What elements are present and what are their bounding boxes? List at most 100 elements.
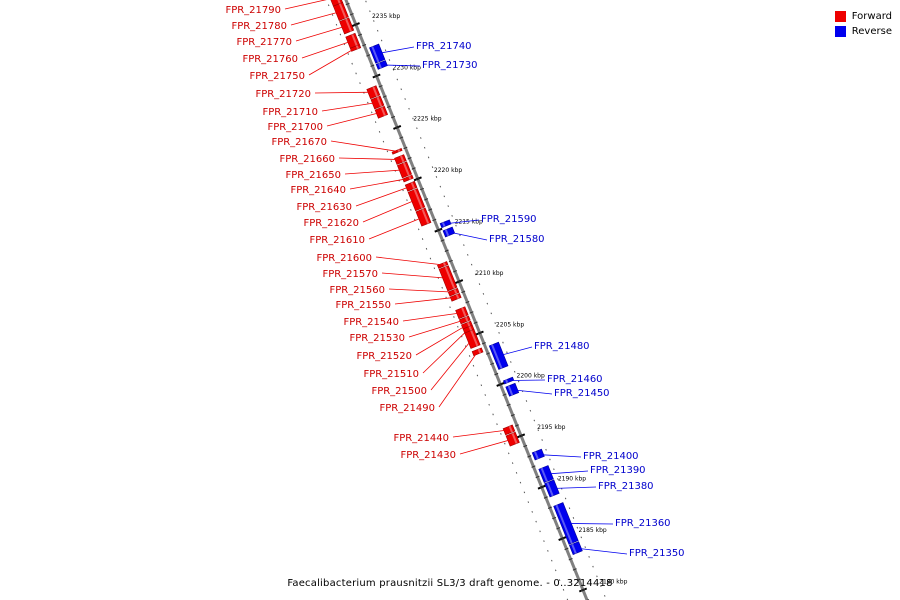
minor-tick (465, 300, 470, 304)
forward-gene-shine (345, 18, 352, 32)
forward-gene-label: FPR_21620 (303, 218, 359, 229)
tick-label: 2225 kbp (413, 116, 441, 123)
forward-gene-shine (511, 432, 518, 444)
minor-tick (452, 270, 458, 273)
forward-gene-shine (410, 182, 416, 189)
tick-label: 2180 kbp (599, 578, 627, 585)
forward-gene-shine (468, 325, 473, 331)
forward-gene-label: FPR_21540 (343, 317, 399, 328)
forward-gene-label: FPR_21530 (349, 333, 405, 344)
forward-gene-leader (338, 157, 401, 160)
forward-gene-label: FPR_21770 (236, 37, 292, 48)
reverse-gene-leader (546, 470, 589, 475)
forward-gene-shine (466, 321, 471, 327)
forward-gene-label: FPR_21710 (262, 107, 318, 118)
minor-tick (469, 311, 474, 314)
forward-gene-leader (375, 256, 443, 266)
forward-gene-leader (344, 169, 405, 175)
forward-gene-shine (338, 3, 347, 19)
reverse-gene-label: FPR_21450 (554, 388, 610, 399)
reverse-gene-label: FPR_21400 (583, 451, 639, 462)
reverse-gene-label: FPR_21360 (615, 518, 671, 529)
forward-gene-leader (415, 324, 468, 356)
legend-label-forward: Forward (851, 11, 892, 22)
reverse-gene-leader (512, 389, 553, 395)
forward-gene-label: FPR_21700 (267, 122, 323, 133)
forward-gene-leader (295, 25, 347, 42)
forward-gene-leader (459, 438, 513, 455)
minor-tick (490, 362, 495, 366)
forward-gene-label: FPR_21440 (393, 433, 449, 444)
minor-tick (407, 157, 412, 160)
minor-tick (374, 74, 379, 78)
forward-gene-label: FPR_21650 (285, 170, 341, 181)
reverse-gene-leader (508, 379, 546, 381)
forward-gene-shine (408, 175, 412, 180)
forward-gene-label: FPR_21570 (322, 269, 378, 280)
forward-gene-shine (470, 330, 479, 347)
legend-item-forward: Forward (834, 9, 892, 24)
tick-label: 2205 kbp (496, 321, 524, 328)
reverse-gene-label: FPR_21580 (489, 234, 545, 245)
reverse-gene-shine (555, 504, 573, 544)
reverse-gene-shine (507, 385, 514, 396)
forward-gene-shine (455, 294, 460, 299)
forward-gene-label: FPR_21600 (316, 253, 372, 264)
forward-gene-shine (477, 348, 482, 354)
forward-gene-leader (284, 0, 327, 10)
forward-gene-leader (402, 312, 462, 322)
reverse-gene-label: FPR_21390 (590, 465, 646, 476)
forward-gene-label: FPR_21520 (356, 351, 412, 362)
minor-tick (519, 434, 524, 438)
forward-gene-leader (408, 319, 465, 338)
forward-gene-shine (380, 107, 386, 116)
forward-gene-label: FPR_21780 (231, 21, 287, 32)
legend-label-reverse: Reverse (851, 26, 892, 37)
reverse-gene-leader (565, 523, 614, 525)
forward-gene-label: FPR_21630 (296, 202, 352, 213)
forward-gene-label: FPR_21670 (271, 137, 327, 148)
forward-gene-leader (452, 429, 510, 438)
minor-tick (386, 105, 391, 109)
reverse-gene-label: FPR_21460 (547, 374, 603, 385)
minor-tick (498, 383, 503, 386)
minor-tick (564, 547, 569, 551)
forward-gene-shine (376, 96, 383, 107)
forward-gene-label: FPR_21760 (242, 54, 298, 65)
reverse-swatch (834, 26, 846, 37)
forward-gene-leader (438, 351, 478, 408)
reverse-gene-label: FPR_21590 (481, 214, 537, 225)
reverse-gene-shine (546, 482, 554, 497)
minor-tick (510, 414, 515, 417)
minor-tick (419, 187, 424, 191)
minor-tick (568, 557, 573, 561)
reverse-gene-leader (381, 64, 421, 67)
minor-tick (440, 239, 445, 242)
minor-tick (403, 146, 408, 150)
forward-swatch (834, 11, 846, 22)
genome-title: Faecalibacterium prausnitzii SL3/3 draft… (287, 578, 613, 589)
forward-gene-label: FPR_21560 (329, 285, 385, 296)
reverse-gene-leader (377, 46, 415, 55)
minor-tick (543, 496, 548, 499)
minor-tick (448, 259, 453, 263)
minor-tick (345, 2, 350, 6)
minor-tick (382, 95, 387, 98)
forward-gene-leader (290, 11, 341, 26)
tick-label: 2185 kbp (578, 527, 606, 534)
forward-gene-label: FPR_21490 (379, 403, 435, 414)
forward-gene-leader (388, 288, 454, 293)
forward-gene-shine (355, 45, 359, 50)
minor-tick (527, 455, 532, 458)
minor-tick (428, 208, 433, 211)
tick-label: 2195 kbp (537, 424, 565, 431)
minor-tick (576, 578, 581, 581)
minor-tick (473, 321, 478, 324)
caption: Faecalibacterium prausnitzii SL3/3 draft… (0, 578, 900, 589)
tick-label: 2235 kbp (372, 13, 400, 20)
reverse-gene-shine (540, 467, 548, 482)
forward-gene-leader (355, 185, 412, 207)
minor-tick (539, 485, 544, 489)
minor-tick (390, 115, 396, 119)
forward-gene-label: FPR_21640 (290, 185, 346, 196)
